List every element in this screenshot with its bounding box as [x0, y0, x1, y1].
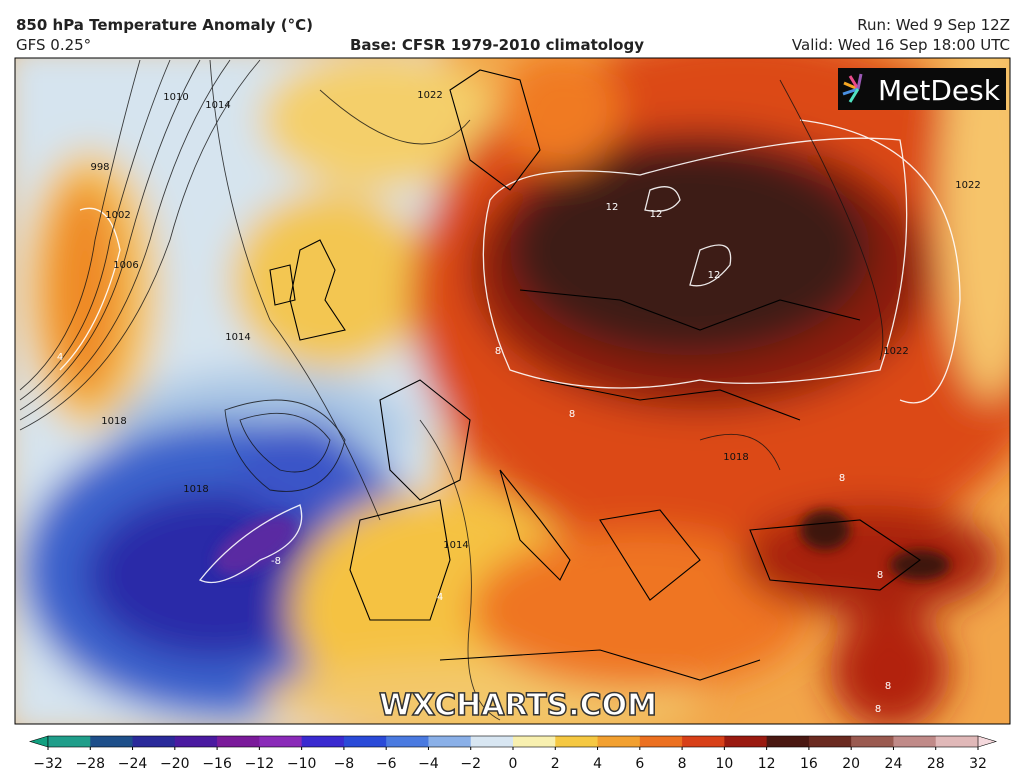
contour-label: 8 — [569, 409, 575, 420]
colorbar-segment — [639, 736, 683, 747]
contour-label: 1002 — [105, 210, 130, 221]
contour-label: 1014 — [443, 540, 468, 551]
contour-labels: 998 1002 1006 1010 1014 1018 1022 1014 1018 1014 1… — [57, 90, 981, 715]
colorbar-segment — [851, 736, 894, 747]
colorbar-label: 32 — [969, 756, 987, 772]
colorbar-label: 6 — [635, 756, 644, 772]
contour-label: 4 — [57, 352, 63, 363]
colorbar-segment — [470, 736, 514, 747]
colorbar-label: 16 — [800, 756, 818, 772]
colorbar-label: −8 — [334, 756, 355, 772]
colorbar-segment — [935, 736, 979, 747]
logo-icon — [842, 73, 863, 103]
colorbar-segment — [174, 736, 218, 747]
colorbar-label: −28 — [75, 756, 105, 772]
colorbar-segment — [259, 736, 303, 747]
colorbar-label: −20 — [160, 756, 190, 772]
colorbar-label: 10 — [715, 756, 733, 772]
colorbar-label: −4 — [418, 756, 439, 772]
colorbar-segment — [893, 736, 937, 747]
colorbar-segment — [343, 736, 387, 747]
contour-label: 12 — [606, 202, 619, 213]
colorbar-label: 24 — [885, 756, 903, 772]
colorbar-label: −2 — [460, 756, 481, 772]
colorbar-segment — [513, 736, 556, 747]
contour-label: 1022 — [955, 180, 980, 191]
colorbar-label: 2 — [551, 756, 560, 772]
contour-label: 1014 — [225, 332, 250, 343]
colorbar-segment — [766, 736, 810, 747]
colorbar-label: −12 — [245, 756, 275, 772]
colorbar-segment — [217, 736, 260, 747]
title: 850 hPa Temperature Anomaly (°C) — [16, 16, 313, 34]
colorbar-label: 20 — [842, 756, 860, 772]
contour-label: 1018 — [183, 484, 208, 495]
contour-label: 4 — [437, 592, 443, 603]
contour-label: 8 — [877, 570, 883, 581]
colorbar-label: 0 — [509, 756, 518, 772]
colorbar-label: −24 — [118, 756, 148, 772]
logo-box — [838, 68, 1006, 110]
run: Run: Wed 9 Sep 12Z — [857, 16, 1010, 34]
colorbar-segment — [48, 736, 91, 747]
colorbar-segment — [428, 736, 472, 747]
colorbar-label: 8 — [678, 756, 687, 772]
colorbar-segment — [132, 736, 176, 747]
colorbar-segment — [555, 736, 599, 747]
contour-label: 998 — [90, 162, 109, 173]
contour-label: 12 — [650, 209, 663, 220]
colorbar-segment — [808, 736, 852, 747]
watermark: WXCHARTS.COM — [379, 688, 657, 723]
contour-label: 8 — [495, 346, 501, 357]
contour-label: 1022 — [417, 90, 442, 101]
colorbar-label: 4 — [593, 756, 602, 772]
colorbar-label: −32 — [33, 756, 63, 772]
contour-label: 1010 — [163, 92, 188, 103]
colorbar-label: 28 — [927, 756, 945, 772]
contour-label: 1022 — [883, 346, 908, 357]
colorbar-label: −10 — [287, 756, 317, 772]
contour-label: -8 — [271, 556, 281, 567]
model: GFS 0.25° — [16, 36, 91, 54]
colorbar-segment — [386, 736, 429, 747]
colorbar: −32 −28 −24 −20 −16 −12 −10 −8 −6 −4 −2 0 2 4 6 8 10 12 16… — [28, 735, 998, 772]
contour-label: 1018 — [101, 416, 126, 427]
colorbar-label: −16 — [202, 756, 232, 772]
contour-label: 8 — [885, 681, 891, 692]
valid: Valid: Wed 16 Sep 18:00 UTC — [792, 36, 1010, 54]
colorbar-segment — [597, 736, 641, 747]
contour-label: 8 — [839, 473, 845, 484]
contour-label: 1018 — [723, 452, 748, 463]
logo-text: MetDesk — [878, 74, 1001, 107]
contour-label: 1006 — [113, 260, 138, 271]
contour-label: 8 — [875, 704, 881, 715]
colorbar-segment — [682, 736, 725, 747]
base: Base: CFSR 1979-2010 climatology — [350, 36, 644, 54]
colorbar-segment — [90, 736, 134, 747]
colorbar-label: 12 — [758, 756, 776, 772]
contour-label: 1014 — [205, 100, 230, 111]
map — [15, 58, 1010, 724]
colorbar-segment — [724, 736, 768, 747]
colorbar-segment — [301, 736, 345, 747]
colorbar-label: −6 — [376, 756, 397, 772]
contour-label: 12 — [708, 270, 721, 281]
